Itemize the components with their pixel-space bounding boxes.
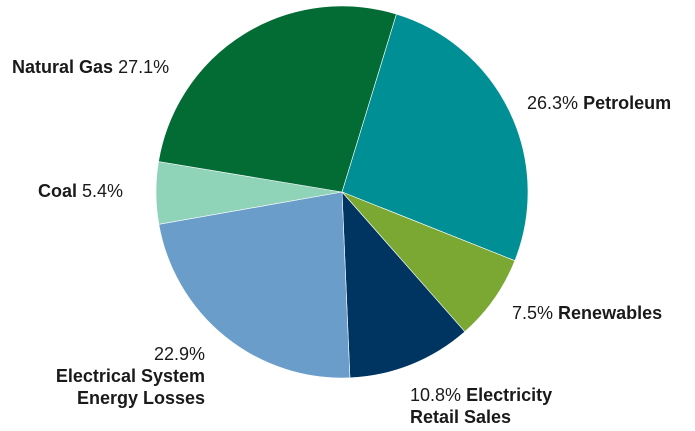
- label-coal-name: Coal: [38, 181, 78, 201]
- label-electricity-retail: 10.8% Electricity Retail Sales: [410, 384, 552, 428]
- pie-slice-electrical-system-energy-losses: [158, 191, 351, 379]
- label-natural-gas-name: Natural Gas: [12, 57, 114, 77]
- label-electrical-losses: 22.9% Electrical System Energy Losses: [56, 343, 205, 409]
- label-renewables: 7.5% Renewables: [512, 302, 662, 324]
- label-electricity-retail-name-2: Retail Sales: [410, 407, 512, 427]
- pie-slice-electricity-retail-sales: [341, 191, 466, 379]
- label-electricity-retail-name-1: Electricity: [466, 385, 553, 405]
- label-renewables-value: 7.5%: [512, 303, 554, 323]
- pie-slice-petroleum: [341, 13, 529, 262]
- label-natural-gas-value: 27.1%: [118, 57, 170, 77]
- label-coal-value: 5.4%: [82, 181, 124, 201]
- label-renewables-name: Renewables: [558, 303, 663, 323]
- label-petroleum: 26.3% Petroleum: [527, 92, 671, 114]
- label-petroleum-value: 26.3%: [527, 93, 579, 113]
- label-petroleum-name: Petroleum: [583, 93, 672, 113]
- label-coal: Coal 5.4%: [38, 180, 123, 202]
- label-electrical-losses-value: 22.9%: [153, 344, 205, 364]
- label-electricity-retail-value: 10.8%: [410, 385, 462, 405]
- label-electrical-losses-name-1: Electrical System: [55, 366, 205, 386]
- pie-slice-natural-gas: [158, 5, 397, 193]
- label-natural-gas: Natural Gas 27.1%: [12, 56, 169, 78]
- label-electrical-losses-name-2: Energy Losses: [76, 388, 205, 408]
